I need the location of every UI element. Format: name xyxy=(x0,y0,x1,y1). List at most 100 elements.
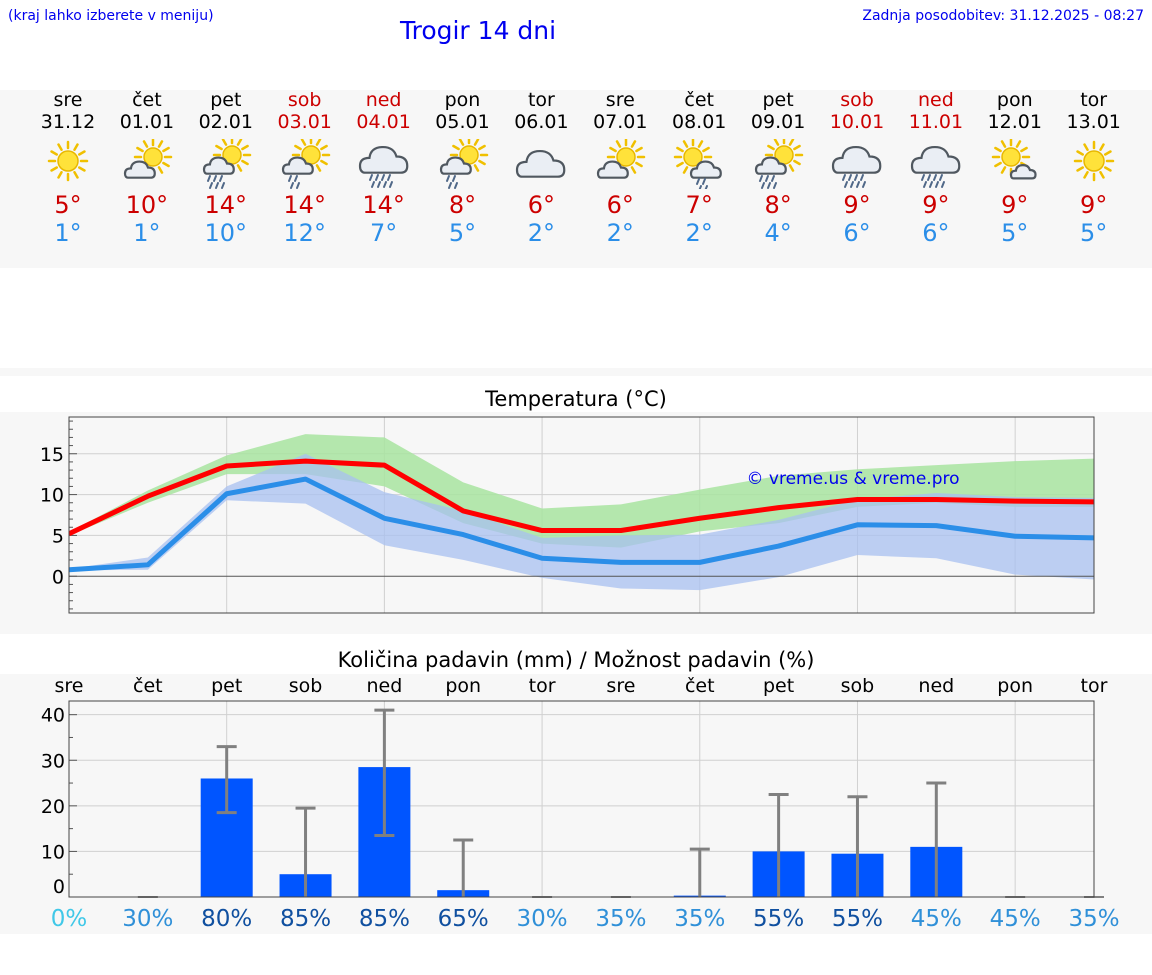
x-day-label: sre xyxy=(55,675,84,697)
x-day-label: pet xyxy=(763,675,794,697)
location-hint: (kraj lahko izberete v meniju) xyxy=(8,8,214,24)
day-name: tor xyxy=(527,89,555,111)
day-name: pon xyxy=(996,89,1033,111)
temp-max: 9° xyxy=(922,191,950,219)
temp-max: 7° xyxy=(685,191,713,219)
day-column: pet 02.01 14° 10° xyxy=(186,89,266,247)
y-tick-label: 5 xyxy=(52,525,64,547)
temp-min: 2° xyxy=(606,219,634,247)
day-date: 09.01 xyxy=(750,111,806,133)
temp-max: 5° xyxy=(54,191,82,219)
x-day-label: tor xyxy=(529,675,556,697)
temp-max: 9° xyxy=(1001,191,1029,219)
temp-min: 4° xyxy=(764,219,792,247)
sun-light-rain-icon xyxy=(281,139,330,189)
cloud-rain-icon xyxy=(910,145,961,188)
x-day-label: sre xyxy=(606,675,635,697)
temp-max: 9° xyxy=(1080,191,1108,219)
temp-max: 10° xyxy=(125,191,169,219)
partly-cloudy-icon xyxy=(597,139,646,179)
temp-min: 2° xyxy=(685,219,713,247)
temp-min: 6° xyxy=(922,219,950,247)
temp-max: 14° xyxy=(204,191,248,219)
day-column: tor 13.01 9° 5° xyxy=(1054,89,1134,247)
y-tick-label: 20 xyxy=(41,796,65,818)
precip-probability: 45% xyxy=(911,906,962,932)
day-date: 04.01 xyxy=(356,111,411,133)
day-name: sob xyxy=(840,89,874,111)
temp-min: 10° xyxy=(204,219,248,247)
precip-probability: 35% xyxy=(674,906,725,932)
precip-probability: 55% xyxy=(753,906,804,932)
x-day-label: sob xyxy=(289,675,323,697)
day-name: čet xyxy=(684,89,714,111)
page-title: Trogir 14 dni xyxy=(400,16,557,45)
precip-probability: 55% xyxy=(832,906,883,932)
precip-chart-title: Količina padavin (mm) / Možnost padavin … xyxy=(337,648,815,672)
day-date: 31.12 xyxy=(40,111,96,133)
separator xyxy=(0,368,1152,376)
precip-probability: 30% xyxy=(517,906,568,932)
temp-chart-title: Temperatura (°C) xyxy=(485,387,667,411)
precip-probability: 35% xyxy=(1068,906,1119,932)
temp-max: 6° xyxy=(527,191,556,219)
temperature-chart: 0 5 10 15 © vreme.us & vreme.pro xyxy=(40,416,1095,614)
temp-min: 2° xyxy=(527,219,556,247)
min-temp-line xyxy=(69,476,1094,573)
x-day-label: ned xyxy=(918,675,954,697)
day-date: 13.01 xyxy=(1066,111,1121,133)
day-date: 11.01 xyxy=(908,111,964,133)
day-date: 08.01 xyxy=(671,111,727,133)
sun-rain-icon xyxy=(202,139,252,189)
y-tick-label: 0 xyxy=(52,566,64,588)
day-name: sre xyxy=(53,89,83,111)
sun-rain-icon xyxy=(754,139,804,189)
day-column: pet 09.01 8° 4° xyxy=(738,89,818,247)
day-date: 05.01 xyxy=(435,111,490,133)
sun-small-cloud-icon xyxy=(991,139,1037,180)
temp-min: 7° xyxy=(369,219,398,247)
day-date: 02.01 xyxy=(198,111,253,133)
cloud-rain-icon xyxy=(358,145,408,188)
day-name: pon xyxy=(444,89,481,111)
temp-max: 6° xyxy=(606,191,634,219)
temp-min: 1° xyxy=(54,219,82,247)
x-day-label: pon xyxy=(997,675,1033,697)
temp-max: 9° xyxy=(843,191,871,219)
day-column: pon 05.01 8° 5° xyxy=(423,89,503,247)
day-name: pet xyxy=(762,89,794,111)
day-name: sre xyxy=(605,89,635,111)
y-tick-label: 10 xyxy=(40,485,64,507)
y-tick-label: 30 xyxy=(41,750,65,772)
day-column: čet 08.01 7° 2° xyxy=(659,89,739,247)
day-name: sob xyxy=(287,89,322,111)
temp-min: 5° xyxy=(448,219,477,247)
x-day-label: čet xyxy=(685,675,715,697)
precip-probability: 45% xyxy=(990,906,1041,932)
precip-probability: 85% xyxy=(359,906,410,932)
day-column: sre 07.01 6° 2° xyxy=(580,89,660,247)
y-tick-label: 10 xyxy=(41,841,65,863)
day-name: čet xyxy=(132,89,162,111)
x-day-label: čet xyxy=(133,675,163,697)
precip-probability: 35% xyxy=(595,906,646,932)
forecast-strip xyxy=(0,90,1152,268)
day-name: tor xyxy=(1080,89,1108,111)
day-date: 03.01 xyxy=(277,111,332,133)
last-updated: Zadnja posodobitev: 31.12.2025 - 08:27 xyxy=(862,8,1144,24)
x-day-label: ned xyxy=(366,675,402,697)
day-date: 07.01 xyxy=(593,111,648,133)
sunny-icon xyxy=(47,140,89,182)
temp-min: 1° xyxy=(133,219,161,247)
day-date: 01.01 xyxy=(119,111,175,133)
temp-max: 14° xyxy=(283,191,326,219)
day-column: čet 01.01 10° 1° xyxy=(107,89,187,247)
x-day-label: pon xyxy=(445,675,481,697)
temp-min: 6° xyxy=(843,219,871,247)
day-name: ned xyxy=(917,89,954,111)
temp-max: 8° xyxy=(448,191,477,219)
plot-border xyxy=(68,700,1095,898)
sun-cloud-rain-icon xyxy=(673,139,723,189)
day-column: ned 04.01 14° 7° xyxy=(344,89,424,247)
day-date: 10.01 xyxy=(829,111,885,133)
